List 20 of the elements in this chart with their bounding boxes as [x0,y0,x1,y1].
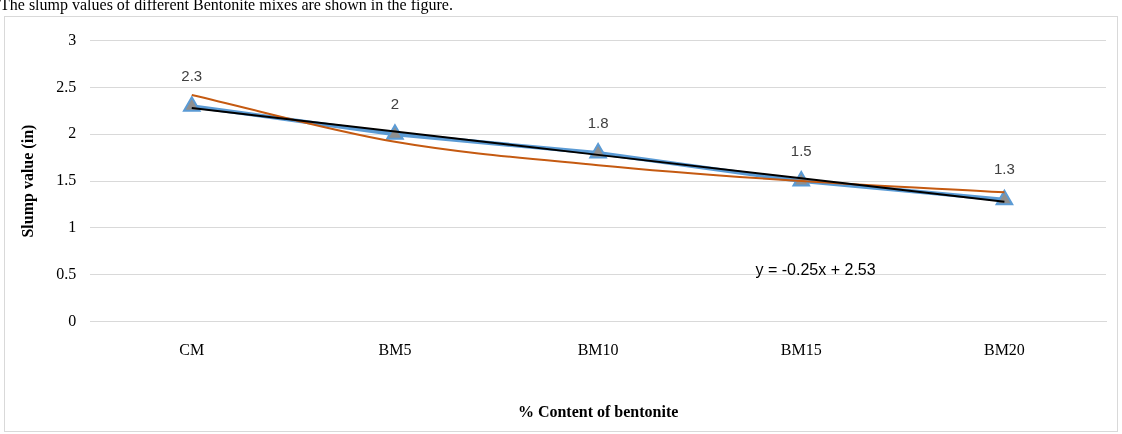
x-tick-label: BM10 [577,341,619,359]
annotation: y = -0.25x + 2.53 [755,261,876,279]
y-tick-label: 2.5 [56,77,77,95]
x-tick-label: BM15 [780,341,822,359]
data-label: 2.3 [181,66,203,84]
data-label: 2 [390,94,400,112]
y-tick-label: 0.5 [56,264,77,282]
x-tick-label: BM5 [378,341,412,359]
data-label: 1.5 [790,141,812,159]
y-tick-label: 1.5 [56,171,77,189]
y-tick-label: 0 [68,311,77,329]
y-tick-label: 3 [68,30,77,48]
data-label: 1.8 [587,113,609,131]
y-tick-label: 1 [68,218,77,236]
y-axis-title: Slump value (in) [18,124,37,238]
x-tick-label: BM20 [983,341,1025,359]
data-label: 1.3 [993,160,1015,178]
x-axis-title: % Content of bentonite [517,402,679,420]
y-tick-label: 2 [68,124,77,142]
x-tick-label: CM [179,341,205,359]
